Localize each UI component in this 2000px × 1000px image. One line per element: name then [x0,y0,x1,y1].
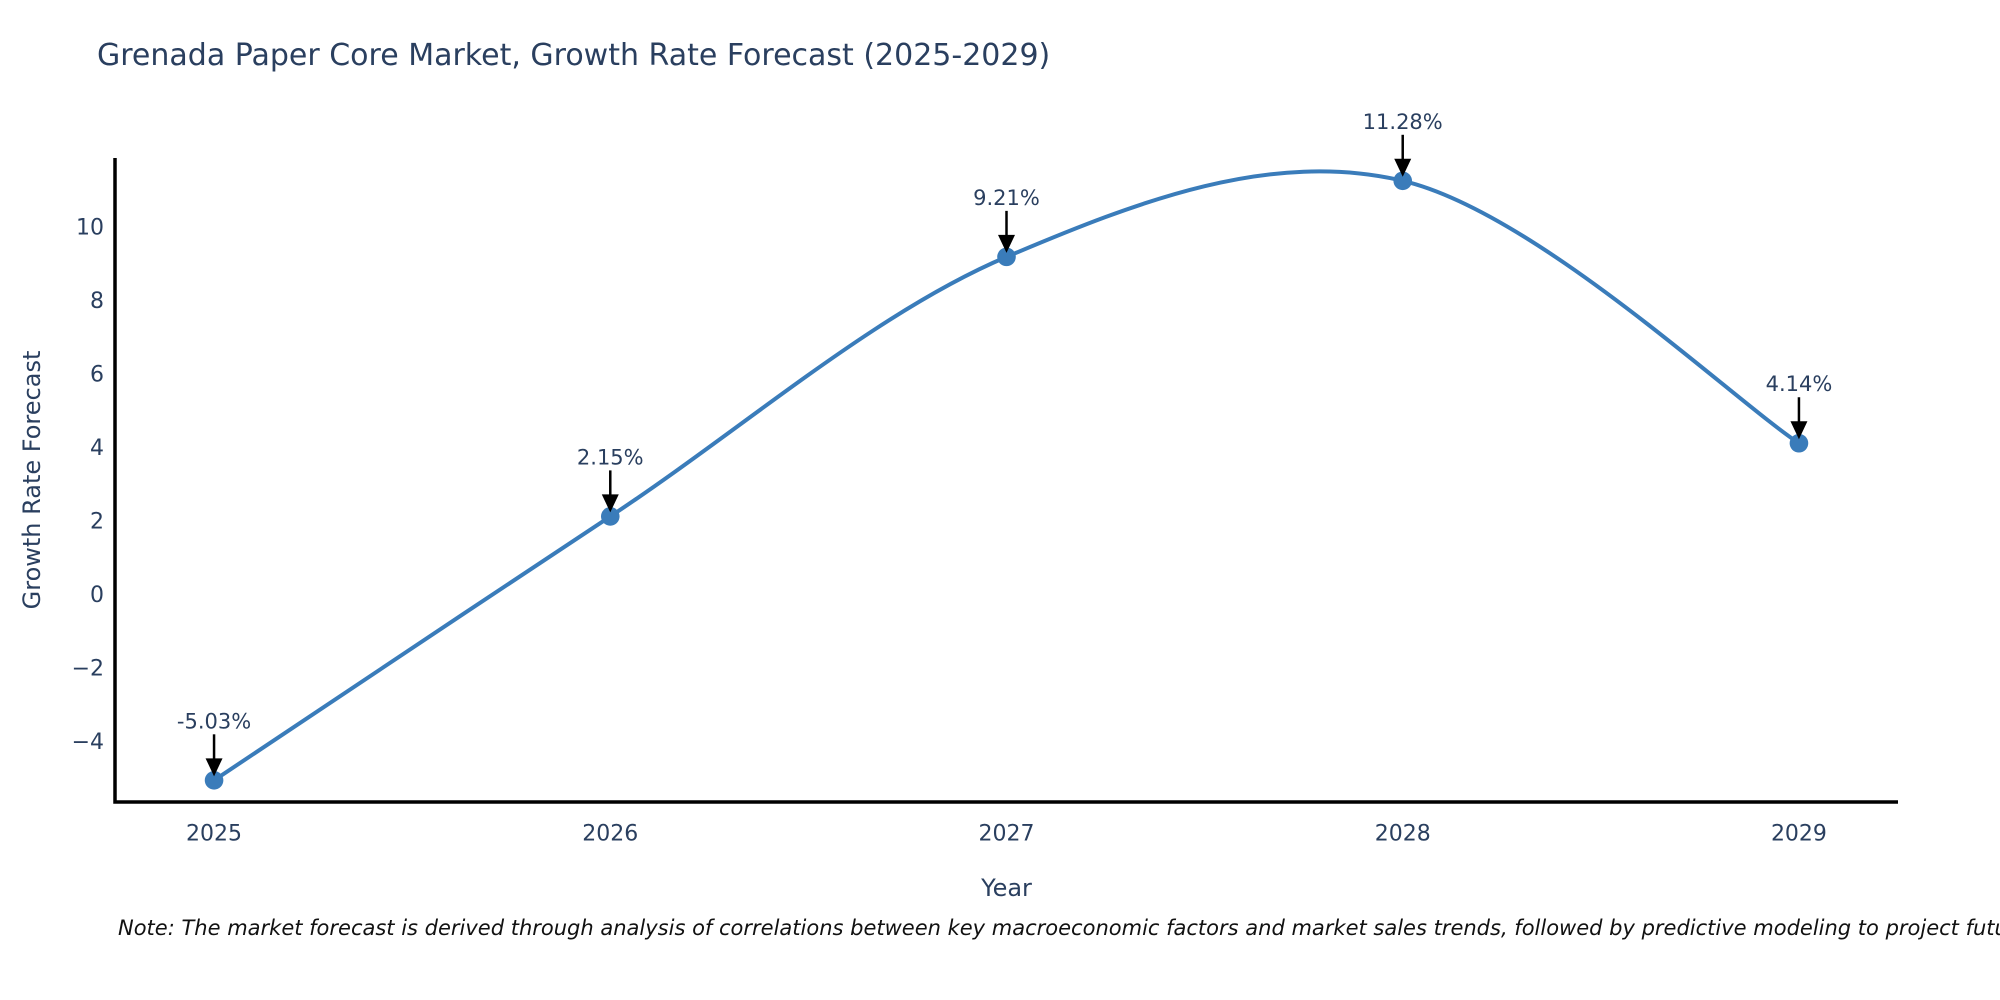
y-tick-label: 4 [90,436,104,461]
annotation-arrowhead [1790,421,1808,440]
x-axis-title: Year [980,874,1032,902]
point-label: 11.28% [1363,110,1443,134]
data-point-marker[interactable] [1393,171,1413,191]
y-tick-label: 0 [90,583,104,608]
data-point-marker[interactable] [600,507,620,526]
data-point-marker[interactable] [997,247,1016,267]
y-tick-label: −4 [72,730,104,755]
annotation-arrowhead [1394,158,1412,177]
y-tick-label: 10 [76,215,104,240]
point-label: 9.21% [973,186,1040,210]
annotation-arrowhead [205,758,223,777]
x-tick-label: 2027 [979,822,1035,847]
x-tick-label: 2025 [186,822,242,847]
chart-title: Grenada Paper Core Market, Growth Rate F… [97,38,1051,73]
y-tick-label: 2 [90,509,104,534]
x-tick-label: 2029 [1771,822,1827,847]
point-label: 2.15% [577,445,644,469]
annotation-arrowhead [601,494,619,513]
data-point-marker[interactable] [1789,433,1809,453]
footnote: Note: The market forecast is derived thr… [118,916,2000,940]
x-tick-label: 2026 [582,822,638,847]
point-label: 4.14% [1766,372,1833,396]
y-tick-label: −2 [72,656,104,681]
y-tick-label: 8 [90,289,104,314]
axis-spines [113,158,1898,804]
point-label: -5.03% [177,709,251,733]
data-point-marker[interactable] [204,771,224,790]
x-tick-label: 2028 [1375,822,1431,847]
y-tick-label: 6 [90,362,104,387]
annotation-arrowhead [998,234,1015,253]
y-axis-title: Growth Rate Forecast [18,351,46,610]
